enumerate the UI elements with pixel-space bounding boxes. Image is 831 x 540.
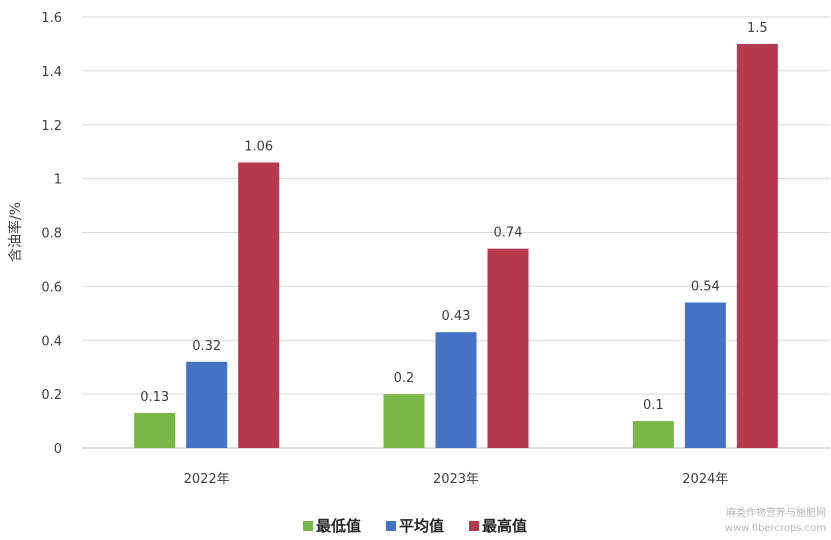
y-tick-label: 0 (54, 442, 62, 457)
bar (684, 302, 726, 448)
legend-label: 平均值 (399, 517, 444, 535)
bar (238, 162, 280, 448)
data-label: 0.43 (442, 309, 471, 324)
y-tick-label: 0.6 (41, 280, 62, 295)
x-tick-label: 2023年 (433, 472, 479, 487)
y-axis-title: 含油率/% (7, 202, 24, 262)
bar (632, 421, 674, 448)
legend-swatch (386, 521, 396, 531)
bar (134, 412, 176, 448)
x-axis-categories: 2022年 2023年 2024年 (184, 472, 729, 487)
bars (134, 43, 778, 448)
data-label: 0.54 (691, 280, 720, 295)
data-label: 1.5 (747, 21, 768, 36)
y-axis-ticks: 0 0.2 0.4 0.6 0.8 1 1.2 1.4 1.6 (41, 11, 62, 457)
y-tick-label: 1.4 (41, 65, 62, 80)
bar (383, 394, 425, 448)
legend-label: 最高值 (482, 517, 527, 535)
y-tick-label: 1.2 (41, 119, 62, 134)
bar (487, 248, 529, 448)
x-tick-label: 2024年 (682, 472, 728, 487)
watermark: 麻类作物营养与施肥网 www.fibercrops.com (725, 506, 826, 534)
data-label: 0.1 (643, 398, 664, 413)
data-labels: 0.13 0.32 1.06 0.2 0.43 0.74 0.1 0.54 1.5 (140, 21, 767, 413)
y-tick-label: 0.2 (41, 388, 62, 403)
y-tick-label: 0.8 (41, 227, 62, 242)
data-label: 0.13 (140, 390, 169, 405)
data-label: 0.74 (494, 226, 523, 241)
x-tick-label: 2022年 (184, 472, 230, 487)
y-tick-label: 1.6 (41, 11, 62, 26)
data-label: 0.32 (192, 339, 221, 354)
legend-label: 最低值 (316, 517, 361, 535)
bar (435, 332, 477, 448)
y-tick-label: 1 (54, 173, 62, 188)
watermark-line2: www.fibercrops.com (725, 523, 826, 534)
bar (736, 43, 778, 448)
watermark-line1: 麻类作物营养与施肥网 (726, 506, 826, 519)
y-tick-label: 0.4 (41, 334, 62, 349)
data-label: 0.2 (394, 371, 415, 386)
legend-swatch (469, 521, 479, 531)
bar (186, 361, 228, 448)
legend: 最低值 平均值 最高值 (303, 517, 527, 535)
legend-swatch (303, 521, 313, 531)
data-label: 1.06 (244, 139, 273, 154)
